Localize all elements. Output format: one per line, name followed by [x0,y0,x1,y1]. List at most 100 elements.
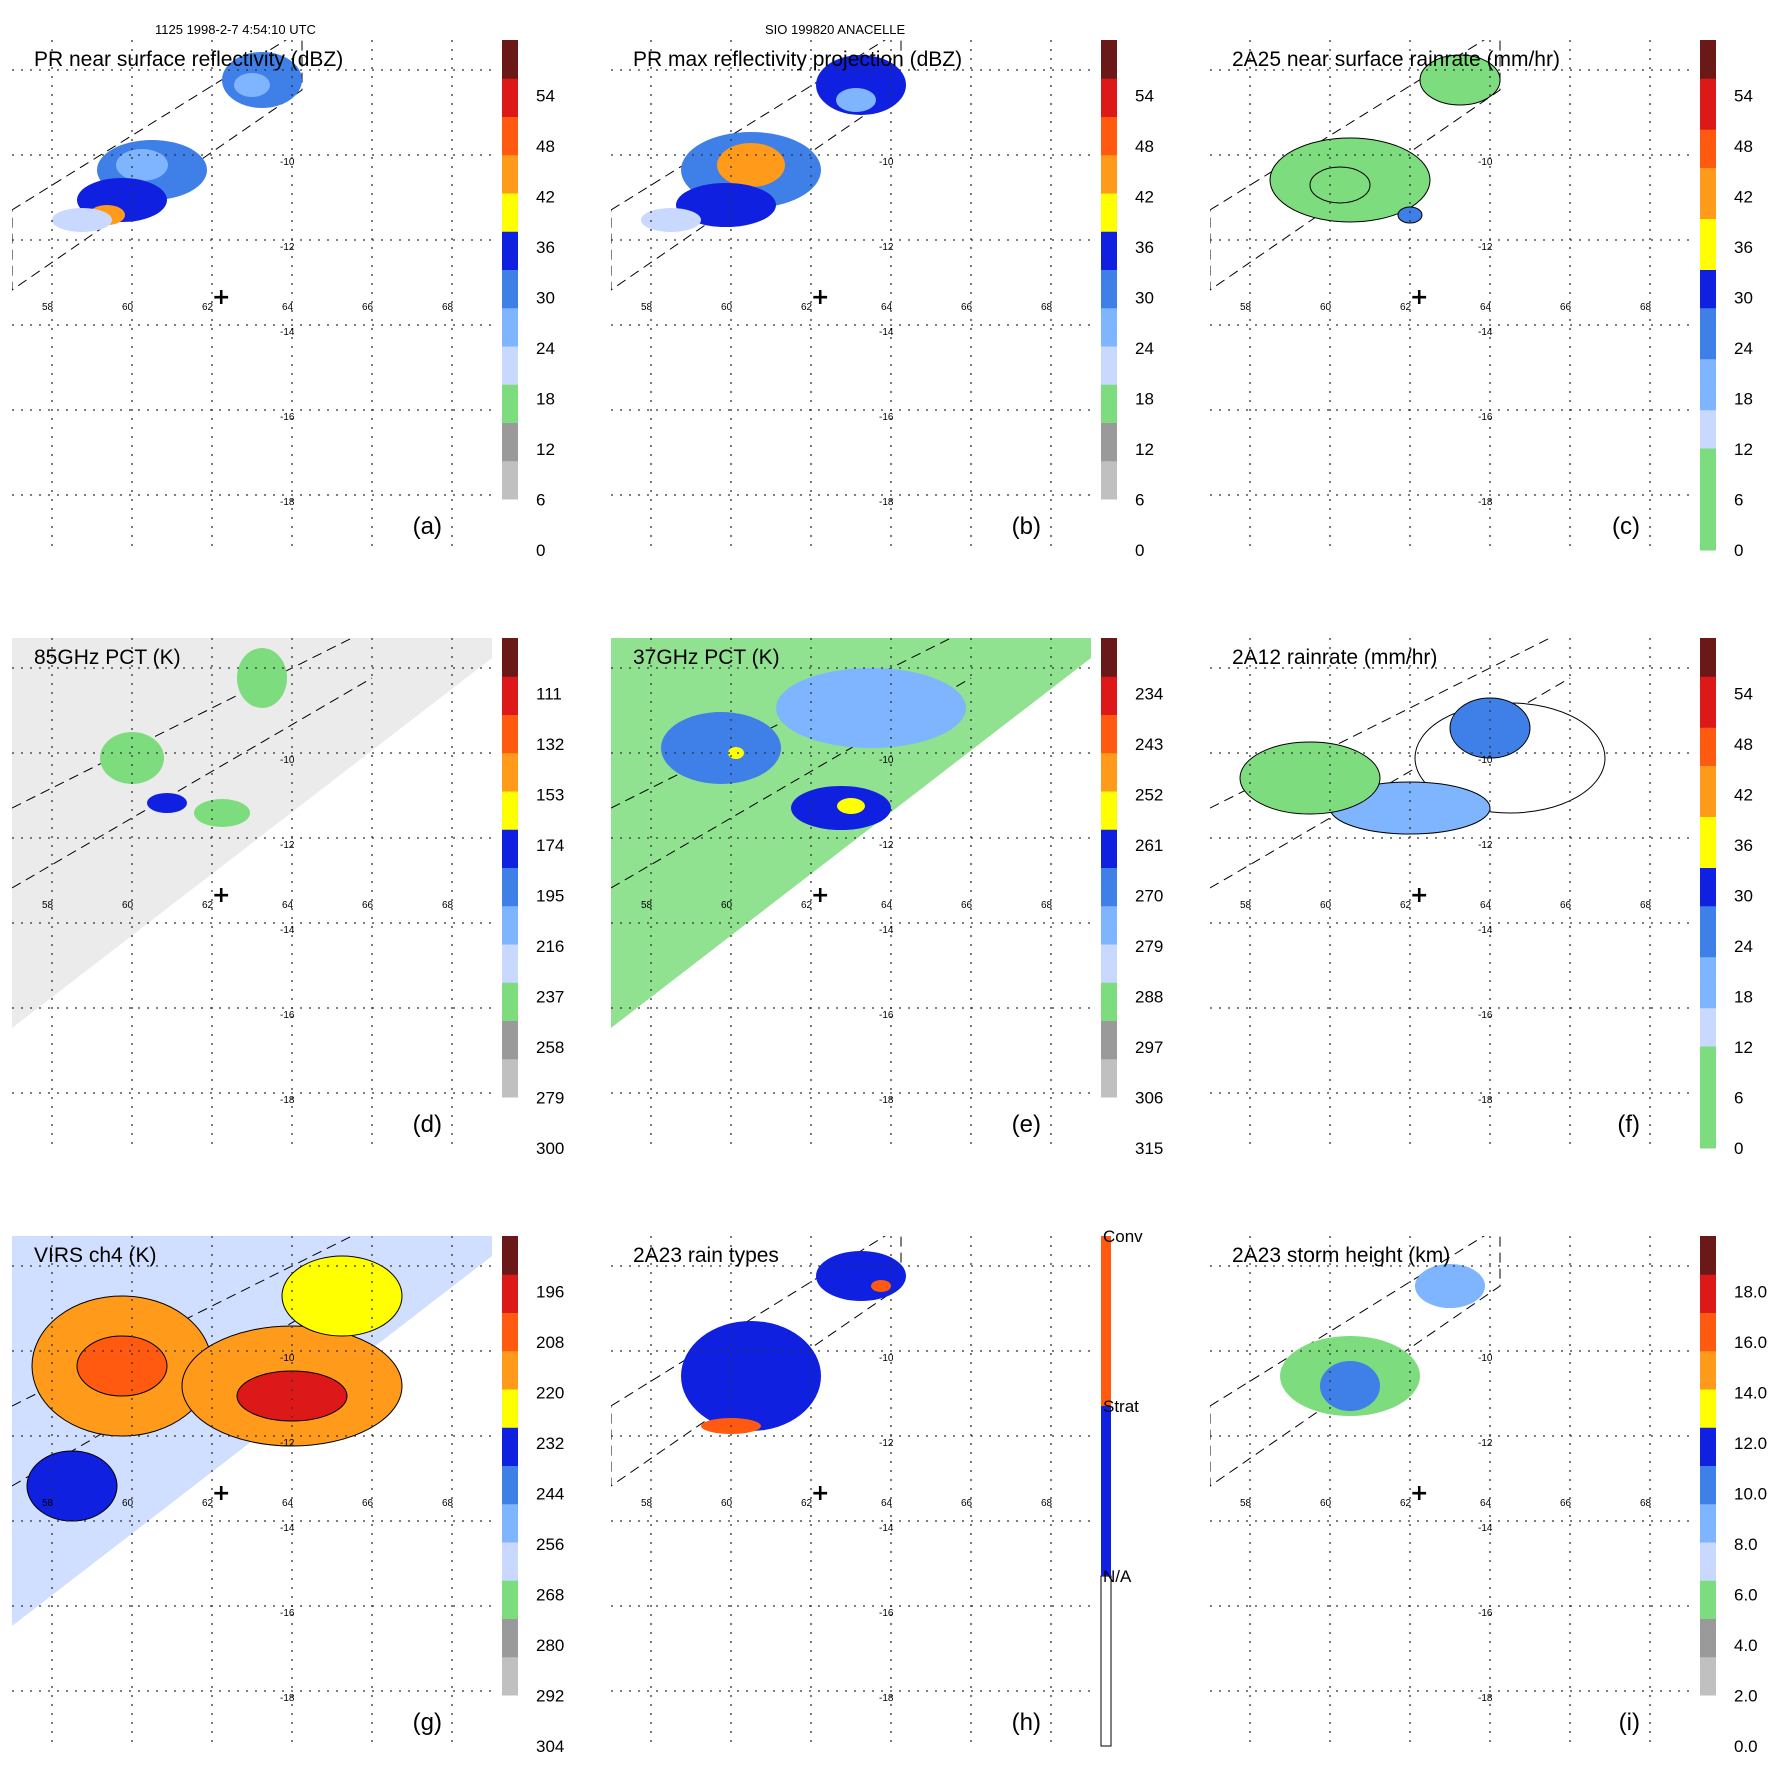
colorbar-bin-b-21 [1101,269,1117,283]
colorbar-bin-g-16 [502,1529,518,1543]
panel-d: 58 60 62 64 66 68 -10 -12 -14 -16 -18 +85GHz PCT (K… [12,638,564,1158]
colorbar-bin-c-28 [1700,180,1716,194]
lon-label-d-5: 68 [442,900,454,911]
lat-label-h-1: -12 [879,1438,894,1449]
colorbar-tick-a-0: 0 [536,541,545,560]
colorbar-bin-a-4 [502,486,518,500]
lon-label-f-2: 62 [1400,900,1412,911]
colorbar-bin-d-21 [502,867,518,881]
colorbar-bin-i-11 [1700,1593,1716,1607]
lon-label-f-5: 68 [1640,900,1652,911]
colorbar-bin-c-35 [1700,91,1716,105]
echo-region-a-6 [52,208,112,232]
lon-label-d-2: 62 [202,900,214,911]
lon-label-c-5: 68 [1640,302,1652,313]
colorbar-tick-b-7: 42 [1135,188,1154,207]
colorbar-bin-d-10 [502,1007,518,1021]
colorbar-tick-f-2: 12 [1734,1038,1753,1057]
echo-region-g-4 [281,1255,403,1337]
colorbar-h: N/A Strat Conv [1100,1227,1143,1747]
plot-area-c: 58 60 62 64 66 68 -10 -12 -14 -16 -18 + [1210,40,1690,550]
lat-label-d-4: -18 [280,1095,295,1106]
swath-edges-a [12,40,303,291]
echo-region-d-1 [237,648,287,708]
panel-title-a: PR near surface reflectivity (dBZ) [34,48,343,71]
colorbar-bin-d-26 [502,803,518,817]
echo-region-g-5 [26,1450,118,1522]
colorbar-bin-d-24 [502,829,518,843]
colorbar-bin-i-30 [1700,1350,1716,1364]
echo-region-d-2 [194,799,250,827]
lon-label-h-1: 60 [721,1498,733,1509]
lon-label-c-0: 58 [1240,302,1252,313]
colorbar-bin-g-11 [502,1593,518,1607]
colorbar-tick-b-3: 18 [1135,390,1154,409]
panel-letter-f: (f) [1617,1111,1640,1138]
colorbar-bin-g-33 [502,1312,518,1326]
colorbar-bin-f-27 [1700,791,1716,805]
colorbar-bin-b-38 [1101,52,1117,66]
colorbar-bin-g-28 [502,1376,518,1390]
colorbar-tick-f-0: 0 [1734,1139,1743,1158]
colorbar-bin-a-24 [502,231,518,245]
colorbar-bin-g-37 [502,1261,518,1275]
colorbar-bin-f-31 [1700,740,1716,754]
colorbar-tick-c-9: 54 [1734,87,1753,106]
colorbar-bin-e-2 [1101,1109,1117,1123]
colorbar-bin-e-5 [1101,1071,1117,1085]
lon-label-e-5: 68 [1041,900,1053,911]
colorbar-tick-f-7: 42 [1734,786,1753,805]
colorbar-bin-a-9 [502,422,518,436]
colorbar-bin-c-4 [1700,486,1716,500]
colorbar-bin-b-8 [1101,435,1117,449]
colorbar-bin-c-37 [1700,65,1716,79]
lon-label-c-3: 64 [1480,302,1492,313]
lon-label-a-3: 64 [282,302,294,313]
colorbar-bin-g-15 [502,1542,518,1556]
colorbar-tick-b-2: 12 [1135,440,1154,459]
lat-label-e-1: -12 [879,840,894,851]
colorbar-tick-h-2: Conv [1103,1227,1143,1246]
colorbar-bin-b-31 [1101,142,1117,156]
colorbar-bin-i-0 [1700,1733,1716,1747]
colorbar-tick-e-9: 234 [1135,685,1163,704]
colorbar-bin-a-0 [502,537,518,551]
colorbar-bin-a-10 [502,409,518,423]
colorbar-bin-f-17 [1700,918,1716,932]
colorbar-bin-c-21 [1700,269,1716,283]
colorbar-bin-b-16 [1101,333,1117,347]
lon-label-i-3: 64 [1480,1498,1492,1509]
colorbar-tick-b-8: 48 [1135,137,1154,156]
colorbar-bin-b-32 [1101,129,1117,143]
colorbar-bin-f-9 [1700,1020,1716,1034]
lon-label-g-1: 60 [122,1498,134,1509]
colorbar-bin-b-11 [1101,397,1117,411]
colorbar-bin-c-36 [1700,78,1716,92]
colorbar-bin-c-10 [1700,409,1716,423]
lon-label-d-3: 64 [282,900,294,911]
echo-region-g-1 [76,1335,168,1397]
colorbar-bin-b-17 [1101,320,1117,334]
lat-label-d-2: -14 [280,925,295,936]
colorbar-tick-b-9: 54 [1135,87,1154,106]
colorbar-tick-c-1: 6 [1734,491,1743,510]
colorbar-tick-h-1: Strat [1103,1397,1139,1416]
colorbar-bin-f-1 [1700,1122,1716,1136]
colorbar-tick-i-9: 18.0 [1734,1283,1767,1302]
colorbar-bin-h-conv [1101,1236,1111,1406]
colorbar-tick-c-6: 36 [1734,238,1753,257]
colorbar-bin-g-36 [502,1274,518,1288]
colorbar-bin-f-10 [1700,1007,1716,1021]
colorbar-bin-g-2 [502,1707,518,1721]
lon-label-h-4: 66 [961,1498,973,1509]
colorbar-bin-c-16 [1700,333,1716,347]
lon-label-a-1: 60 [122,302,134,313]
colorbar-a: 0 6 12 18 24 30 36 42 48 54 [502,40,555,560]
colorbar-bin-c-22 [1700,256,1716,270]
colorbar-tick-f-1: 6 [1734,1089,1743,1108]
colorbar-bin-a-30 [502,154,518,168]
orbit-time-header: 1125 1998-2-7 4:54:10 UTC [155,22,316,37]
colorbar-bin-f-39 [1700,638,1716,652]
colorbar-bin-g-4 [502,1682,518,1696]
colorbar-tick-b-6: 36 [1135,238,1154,257]
